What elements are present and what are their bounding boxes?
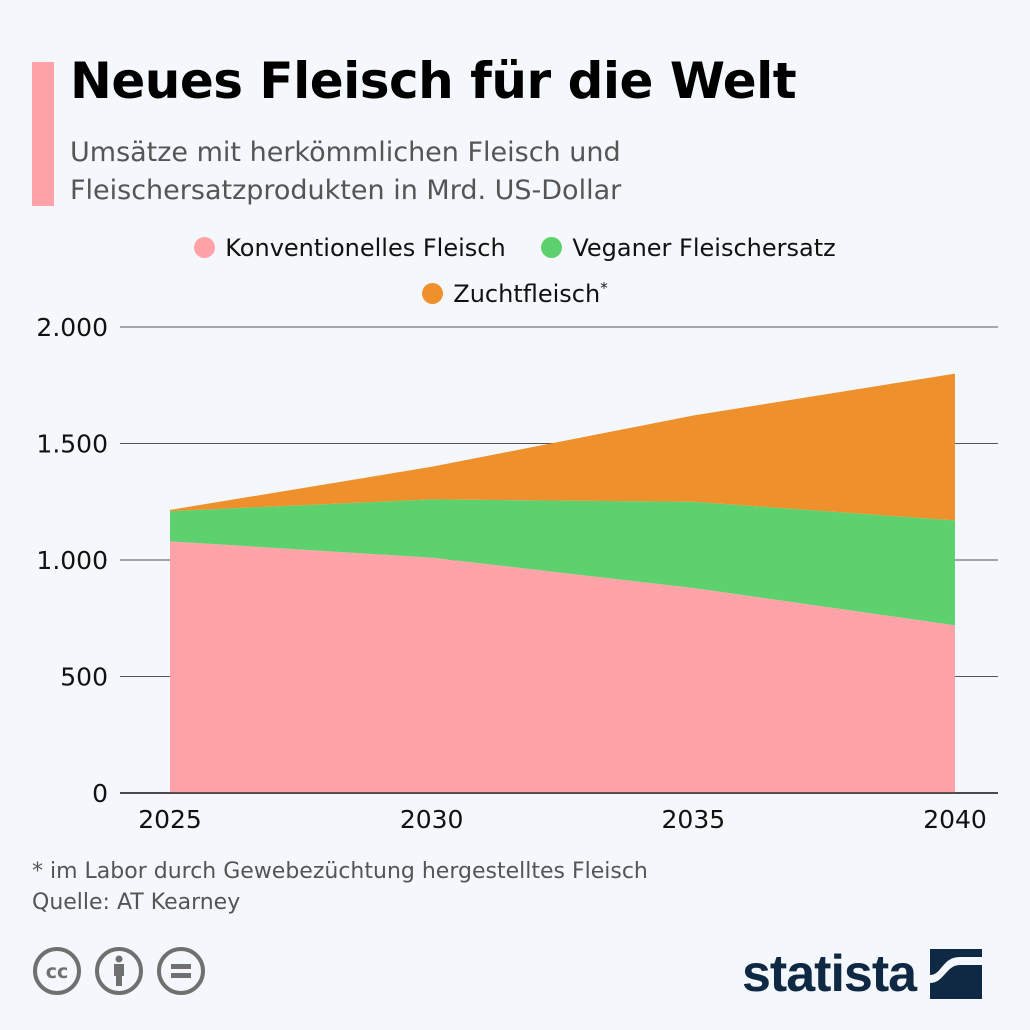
no-derivatives-icon[interactable] xyxy=(156,946,206,996)
legend-dot-icon xyxy=(422,283,444,304)
legend-footnote-marker: * xyxy=(600,279,608,297)
x-tick-label: 2030 xyxy=(400,805,464,834)
svg-text:cc: cc xyxy=(46,961,69,983)
legend-dot-icon xyxy=(194,237,216,258)
legend-item-konventionelles-fleisch: Konventionelles Fleisch xyxy=(194,230,506,266)
legend: Konventionelles Fleisch Veganer Fleische… xyxy=(0,230,1030,310)
area-konventionelles-fleisch xyxy=(170,541,955,793)
y-tick-label: 1.000 xyxy=(36,546,108,575)
y-tick-label: 2.000 xyxy=(36,313,108,342)
area-zuchtfleisch xyxy=(170,373,955,521)
chart-subtitle: Umsätze mit herkömmlichen Fleisch und Fl… xyxy=(70,137,622,206)
statista-logo-icon xyxy=(930,949,983,999)
logo-text: statista xyxy=(742,945,917,1003)
legend-label: Konventionelles Fleisch xyxy=(225,234,506,262)
y-tick-label: 1.500 xyxy=(36,430,108,459)
x-tick-label: 2035 xyxy=(662,805,726,834)
x-tick-label: 2040 xyxy=(923,805,987,834)
legend-item-zuchtfleisch: Zuchtfleisch* xyxy=(422,270,608,312)
attribution-icon[interactable] xyxy=(94,946,144,996)
x-axis-labels: 2025 2030 2035 2040 xyxy=(138,805,987,834)
cc-icon[interactable]: cc xyxy=(32,946,82,996)
y-tick-label: 500 xyxy=(60,663,108,692)
statista-logo[interactable]: statista xyxy=(742,944,983,1004)
y-tick-label: 0 xyxy=(92,779,108,808)
stacked-areas xyxy=(120,373,998,794)
license-icons: cc xyxy=(32,946,206,996)
title-accent-bar xyxy=(32,62,54,206)
legend-dot-icon xyxy=(541,237,563,258)
footnote-block: * im Labor durch Gewebezüchtung hergeste… xyxy=(32,856,648,918)
legend-label: Zuchtfleisch xyxy=(453,280,601,308)
x-tick-label: 2025 xyxy=(138,805,202,834)
legend-label: Veganer Fleischersatz xyxy=(572,234,836,262)
footnote: * im Labor durch Gewebezüchtung hergeste… xyxy=(32,859,648,884)
source: Quelle: AT Kearney xyxy=(32,890,241,915)
y-axis-labels: 0 500 1.000 1.500 2.000 xyxy=(36,313,108,808)
area-veganer-fleischersatz xyxy=(170,499,955,626)
chart-title: Neues Fleisch für die Welt xyxy=(70,52,797,110)
legend-item-veganer-fleischersatz: Veganer Fleischersatz xyxy=(541,230,836,266)
